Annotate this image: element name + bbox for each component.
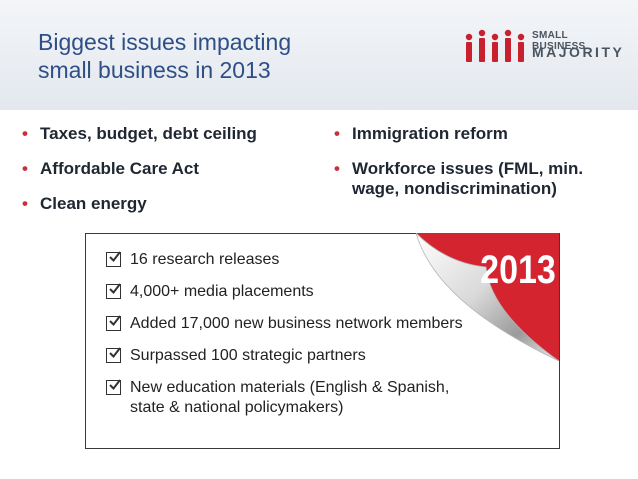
checkbox-checked-icon <box>106 379 121 395</box>
issue-item: • Clean energy <box>22 194 312 214</box>
achievement-item: 4,000+ media placements <box>106 282 466 302</box>
issues-list-left: • Taxes, budget, debt ceiling • Affordable… <box>22 124 312 229</box>
achievement-text: 4,000+ media placements <box>130 283 314 300</box>
year-page-curl-badge: 2013 <box>416 233 559 361</box>
achievement-item: 16 research releases <box>106 250 466 270</box>
issue-item: • Workforce issues (FML, min. wage, nondi… <box>334 159 634 199</box>
achievement-item: Added 17,000 new business network member… <box>106 314 466 334</box>
logo-text-small-business: SMALL BUSINESS <box>532 30 586 52</box>
issues-list-right: • Immigration reform • Workforce issues (F… <box>334 124 634 214</box>
bullet-icon: • <box>334 124 340 143</box>
slide-header <box>0 0 638 110</box>
people-logo-icon <box>465 29 525 62</box>
achievement-text: Surpassed 100 strategic partners <box>130 347 366 364</box>
checkbox-checked-icon <box>106 315 121 331</box>
small-business-majority-logo: SMALL BUSINESS MAJORITY <box>462 22 622 68</box>
checkbox-checked-icon <box>106 347 121 363</box>
bullet-icon: • <box>22 194 28 213</box>
bullet-icon: • <box>334 159 340 178</box>
issue-text: Taxes, budget, debt ceiling <box>40 124 257 143</box>
issue-text: Clean energy <box>40 194 147 213</box>
checkbox-checked-icon <box>106 283 121 299</box>
page-curl-icon: 2013 <box>416 233 559 361</box>
checkbox-checked-icon <box>106 251 121 267</box>
bullet-icon: • <box>22 159 28 178</box>
bullet-icon: • <box>22 124 28 143</box>
issue-item: • Taxes, budget, debt ceiling <box>22 124 312 144</box>
slide-title: Biggest issues impacting small business … <box>38 28 338 84</box>
achievement-text: 16 research releases <box>130 251 280 268</box>
year-badge-text: 2013 <box>480 246 556 291</box>
issue-item: • Immigration reform <box>334 124 634 144</box>
achievement-text: New education materials (English & Spani… <box>130 379 450 416</box>
issue-text: Workforce issues (FML, min. wage, nondis… <box>352 159 584 198</box>
issue-text: Immigration reform <box>352 124 508 143</box>
achievements-list: 16 research releases 4,000+ media placem… <box>106 250 466 430</box>
title-line-2: small business in 2013 <box>38 57 271 83</box>
issue-item: • Affordable Care Act <box>22 159 312 179</box>
issue-text: Affordable Care Act <box>40 159 200 178</box>
achievement-item: Surpassed 100 strategic partners <box>106 346 466 366</box>
achievement-item: New education materials (English & Spani… <box>106 378 466 418</box>
logo-text-majority: MAJORITY <box>532 44 625 60</box>
title-line-1: Biggest issues impacting <box>38 29 292 55</box>
achievement-text: Added 17,000 new business network member… <box>130 315 463 332</box>
